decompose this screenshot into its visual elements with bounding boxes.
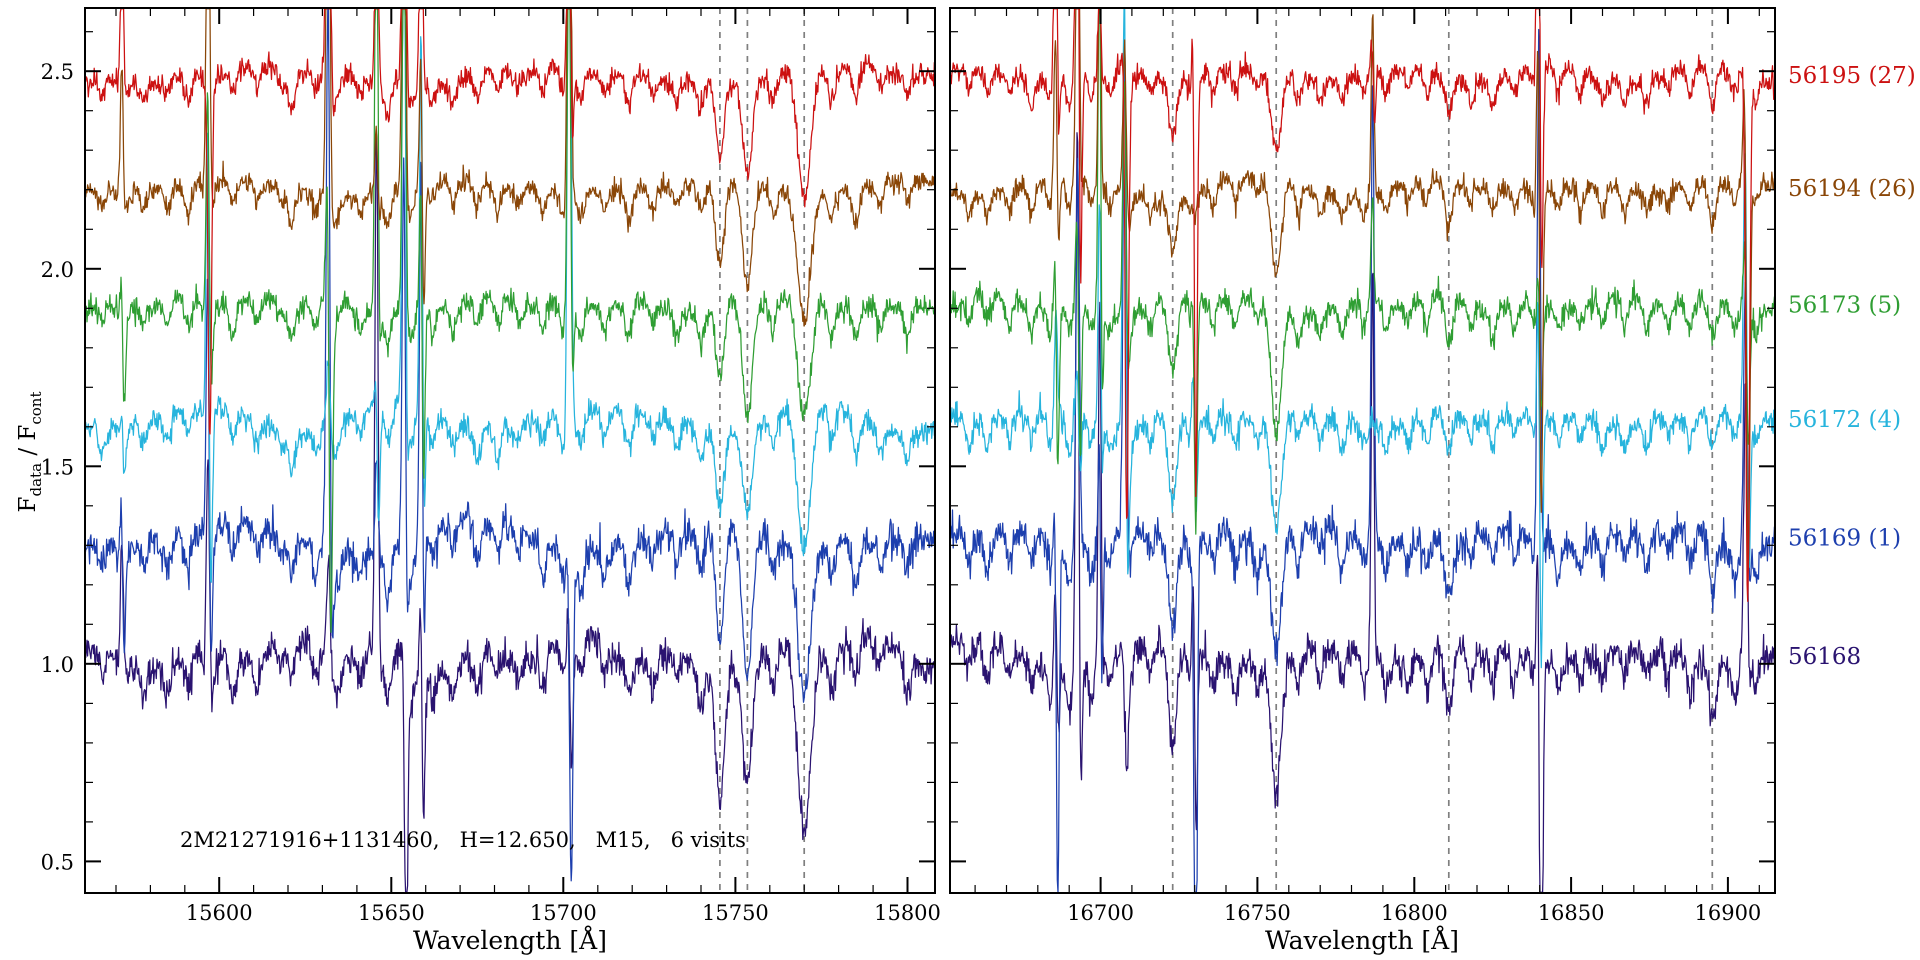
spectrum-56168-panel2 [949, 132, 1776, 893]
y-axis-title-f: F [15, 496, 42, 513]
spectrum-56168-panel1 [84, 129, 936, 893]
x-tick-label-15800: 15800 [874, 901, 941, 925]
y-tick-label-2.5: 2.5 [41, 60, 74, 84]
target-annotation: 2M21271916+1131460, H=12.650, M15, 6 vis… [180, 828, 746, 852]
series-label-56172: 56172 (4) [1788, 407, 1901, 433]
x-tick-label-16850: 16850 [1538, 901, 1605, 925]
x-tick-label-16700: 16700 [1067, 901, 1134, 925]
spectrum-56195-panel1 [84, 8, 936, 435]
x-tick-label-15650: 15650 [358, 901, 425, 925]
x-tick-label-16750: 16750 [1224, 901, 1291, 925]
panel-frame-2 [949, 7, 1776, 894]
series-label-56173: 56173 (5) [1788, 292, 1901, 318]
x-tick-label-15750: 15750 [702, 901, 769, 925]
series-label-56195: 56195 (27) [1788, 63, 1916, 89]
x-tick-label-16800: 16800 [1381, 901, 1448, 925]
x-tick-label-15700: 15700 [530, 901, 597, 925]
y-axis-title-mid: / F [15, 424, 42, 463]
spectrum-56173-panel1 [84, 8, 936, 633]
series-label-56168: 56168 [1788, 644, 1861, 670]
x-tick-label-15600: 15600 [186, 901, 253, 925]
spectrum-56172-panel1 [84, 8, 936, 583]
y-tick-label-0.5: 0.5 [41, 850, 74, 874]
y-axis-title: Fdata / Fcont [15, 392, 45, 513]
series-label-56194: 56194 (26) [1788, 176, 1916, 202]
x-axis-title-left: Wavelength [Å] [413, 926, 607, 955]
spectrum-56194-panel1 [84, 8, 936, 327]
panel-frame-1 [84, 7, 936, 894]
x-tick-label-16900: 16900 [1694, 901, 1761, 925]
spectrum-56172-panel2 [949, 8, 1776, 669]
spectrum-56195-panel2 [949, 8, 1776, 602]
y-tick-label-2.0: 2.0 [41, 258, 74, 282]
y-axis-title-sub-data: data [26, 462, 45, 497]
spectrum-56169-panel1 [84, 8, 936, 882]
y-tick-label-1.0: 1.0 [41, 653, 74, 677]
y-tick-label-1.5: 1.5 [41, 455, 74, 479]
x-axis-title-right: Wavelength [Å] [1265, 926, 1459, 955]
spectrum-56194-panel2 [949, 8, 1776, 572]
y-axis-title-sub-cont: cont [26, 391, 45, 425]
spectrum-56169-panel2 [949, 28, 1776, 893]
series-label-56169: 56169 (1) [1788, 525, 1901, 551]
spectrum-56173-panel2 [949, 8, 1776, 535]
